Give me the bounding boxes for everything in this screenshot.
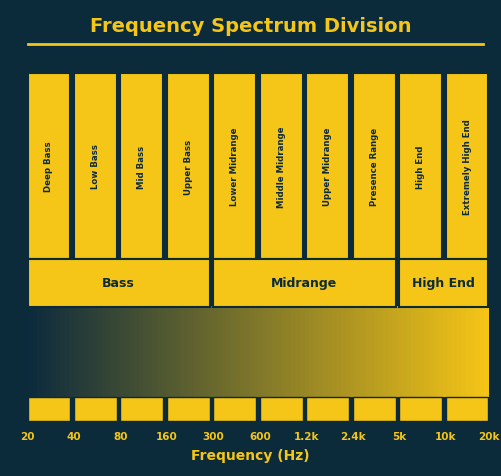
Text: 40: 40 bbox=[67, 431, 81, 441]
Text: Presence Range: Presence Range bbox=[370, 128, 379, 206]
FancyBboxPatch shape bbox=[399, 259, 488, 307]
Text: 160: 160 bbox=[156, 431, 178, 441]
Text: Lower Midrange: Lower Midrange bbox=[230, 128, 239, 206]
Text: 80: 80 bbox=[113, 431, 128, 441]
FancyBboxPatch shape bbox=[213, 74, 256, 259]
FancyBboxPatch shape bbox=[306, 397, 349, 421]
Text: 10k: 10k bbox=[435, 431, 456, 441]
FancyBboxPatch shape bbox=[213, 259, 396, 307]
Text: Bass: Bass bbox=[102, 277, 135, 290]
FancyBboxPatch shape bbox=[446, 74, 488, 259]
FancyBboxPatch shape bbox=[167, 397, 210, 421]
Text: Middle Midrange: Middle Midrange bbox=[277, 126, 286, 207]
Text: Midrange: Midrange bbox=[272, 277, 338, 290]
FancyBboxPatch shape bbox=[167, 74, 210, 259]
Text: 20k: 20k bbox=[478, 431, 499, 441]
FancyBboxPatch shape bbox=[399, 74, 442, 259]
FancyBboxPatch shape bbox=[260, 397, 303, 421]
Text: 5k: 5k bbox=[392, 431, 406, 441]
Text: High End: High End bbox=[416, 145, 425, 188]
FancyBboxPatch shape bbox=[213, 397, 256, 421]
Text: 2.4k: 2.4k bbox=[340, 431, 366, 441]
Text: 300: 300 bbox=[202, 431, 224, 441]
FancyBboxPatch shape bbox=[399, 397, 442, 421]
FancyBboxPatch shape bbox=[28, 74, 70, 259]
FancyBboxPatch shape bbox=[120, 397, 163, 421]
FancyBboxPatch shape bbox=[260, 74, 303, 259]
Text: Upper Bass: Upper Bass bbox=[184, 139, 193, 194]
FancyBboxPatch shape bbox=[28, 397, 70, 421]
Text: Frequency Spectrum Division: Frequency Spectrum Division bbox=[90, 17, 411, 36]
FancyBboxPatch shape bbox=[74, 397, 117, 421]
FancyBboxPatch shape bbox=[120, 74, 163, 259]
FancyBboxPatch shape bbox=[446, 397, 488, 421]
Text: Extremely High End: Extremely High End bbox=[462, 119, 471, 214]
FancyBboxPatch shape bbox=[28, 259, 210, 307]
Text: Mid Bass: Mid Bass bbox=[137, 145, 146, 188]
FancyBboxPatch shape bbox=[353, 74, 396, 259]
Text: Upper Midrange: Upper Midrange bbox=[323, 128, 332, 206]
Text: Deep Bass: Deep Bass bbox=[45, 141, 54, 192]
Text: 20: 20 bbox=[21, 431, 35, 441]
Text: 600: 600 bbox=[249, 431, 271, 441]
Text: Low Bass: Low Bass bbox=[91, 144, 100, 189]
Text: 1.2k: 1.2k bbox=[294, 431, 319, 441]
FancyBboxPatch shape bbox=[353, 397, 396, 421]
FancyBboxPatch shape bbox=[74, 74, 117, 259]
FancyBboxPatch shape bbox=[306, 74, 349, 259]
Text: High End: High End bbox=[412, 277, 475, 290]
Text: Frequency (Hz): Frequency (Hz) bbox=[191, 448, 310, 462]
